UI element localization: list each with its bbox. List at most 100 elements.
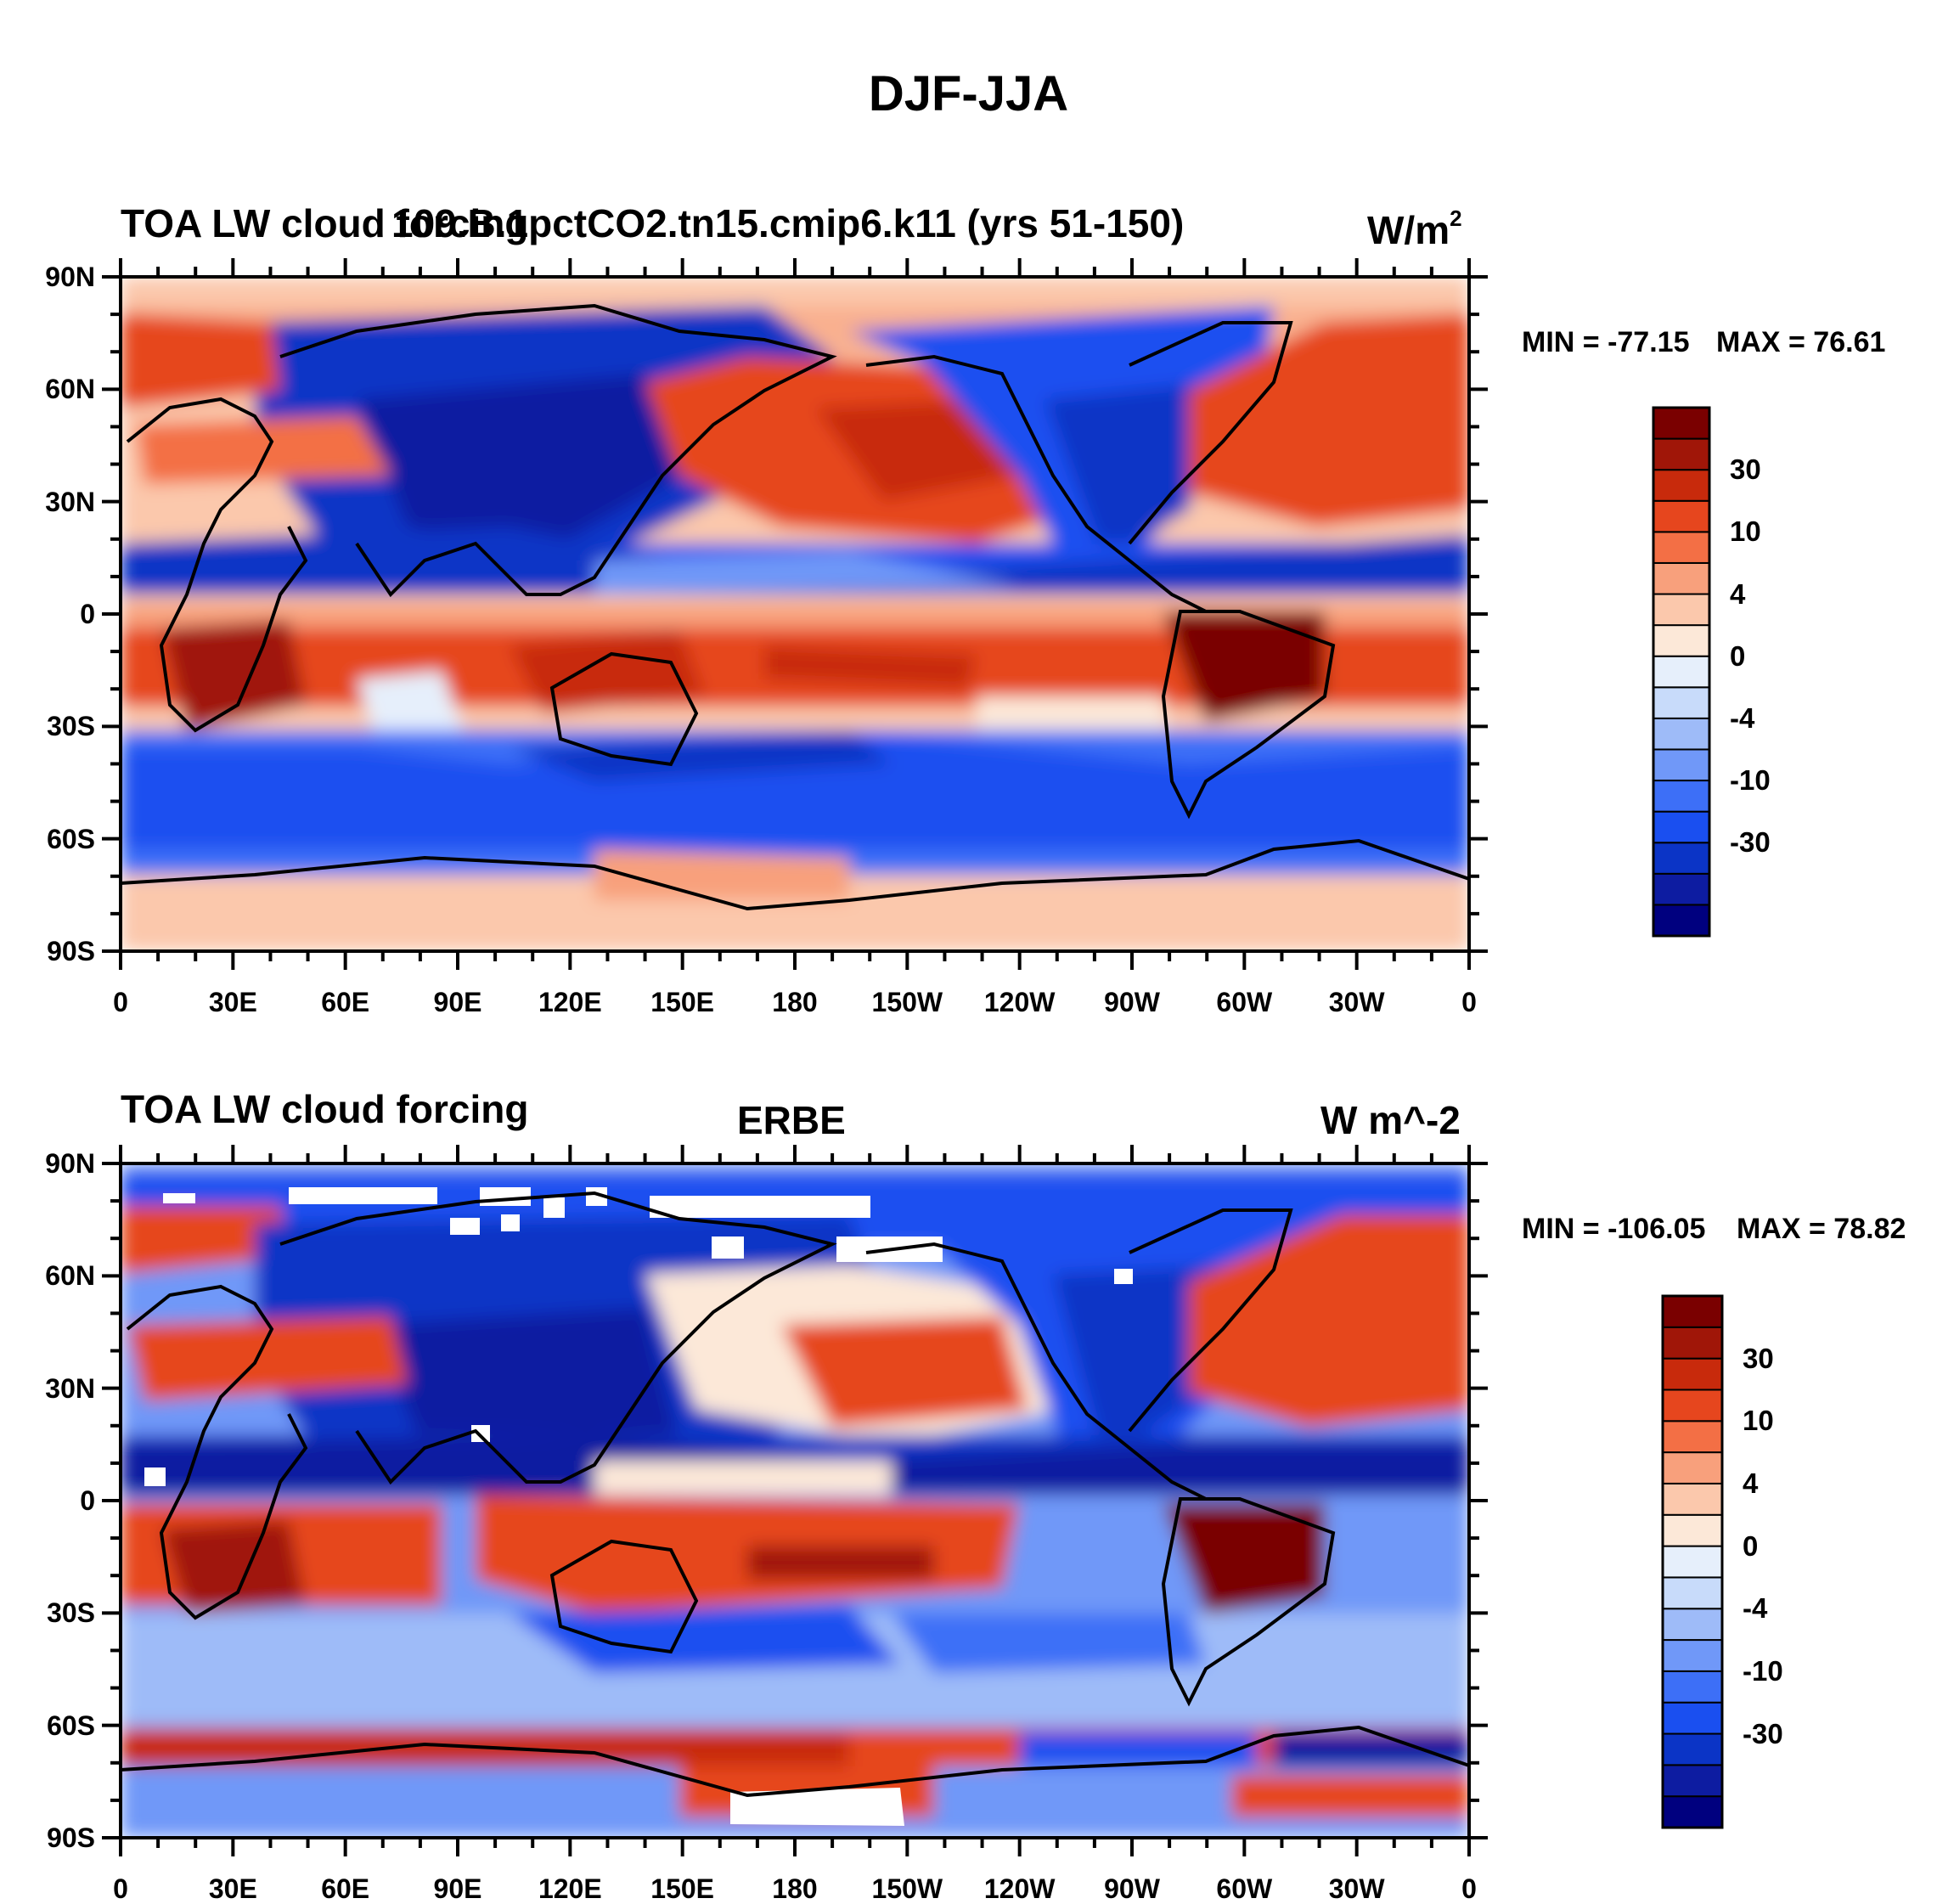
lon-tick-label: 150W bbox=[871, 987, 943, 1017]
colorbar-swatch bbox=[1662, 1357, 1723, 1391]
colorbar-label: 4 bbox=[1730, 577, 1746, 610]
colorbar-swatch bbox=[1662, 1295, 1723, 1328]
colorbar-label: 30 bbox=[1730, 453, 1761, 486]
colorbar-swatch bbox=[1653, 624, 1710, 657]
panel1-coastlines bbox=[121, 303, 1469, 911]
lon-tick-label: 150W bbox=[871, 1873, 943, 1904]
colorbar-swatch bbox=[1662, 1764, 1723, 1798]
lon-tick-label: 30W bbox=[1328, 1873, 1385, 1904]
panel1-units-exponent: 2 bbox=[1450, 206, 1462, 231]
colorbar-swatch bbox=[1662, 1545, 1723, 1579]
colorbar-label: -30 bbox=[1743, 1717, 1783, 1749]
colorbar-frame bbox=[1661, 1294, 1724, 1829]
colorbar-swatch bbox=[1653, 499, 1710, 533]
colorbar-swatch bbox=[1662, 1795, 1723, 1829]
panel2-coastlines bbox=[121, 1191, 1469, 1798]
lat-tick-label: 90S bbox=[47, 1822, 95, 1853]
lat-tick-label: 90N bbox=[45, 1148, 95, 1179]
lon-tick-label: 120E bbox=[538, 987, 602, 1017]
lat-tick-label: 30N bbox=[45, 486, 95, 517]
colorbar-frame bbox=[1652, 406, 1711, 938]
colorbar-label: -10 bbox=[1743, 1654, 1783, 1687]
colorbar-swatch bbox=[1662, 1513, 1723, 1547]
lon-tick-label: 30W bbox=[1328, 987, 1385, 1017]
colorbar-label: -4 bbox=[1743, 1592, 1768, 1625]
colorbar-swatch bbox=[1662, 1608, 1723, 1642]
panel1-max-label: MAX = 76.61 bbox=[1716, 326, 1886, 358]
colorbar-swatch bbox=[1662, 1732, 1723, 1766]
lat-tick-label: 30S bbox=[47, 711, 95, 742]
panel2-units: W m^-2 bbox=[1320, 1098, 1461, 1142]
colorbar-swatch bbox=[1653, 717, 1710, 751]
lon-tick-label: 60W bbox=[1216, 1873, 1273, 1904]
panel2-ticks bbox=[102, 1145, 1488, 1856]
panel2-center-title: ERBE bbox=[737, 1098, 846, 1142]
lat-tick-label: 60N bbox=[45, 374, 95, 405]
colorbar-swatch bbox=[1653, 904, 1710, 937]
colorbar-swatch bbox=[1653, 780, 1710, 813]
colorbar-swatch bbox=[1653, 872, 1710, 906]
colorbar-label: 10 bbox=[1730, 515, 1761, 548]
lon-tick-label: 180 bbox=[772, 987, 818, 1017]
lat-tick-label: 90S bbox=[47, 936, 95, 966]
colorbar-label: -10 bbox=[1730, 764, 1771, 797]
lon-tick-label: 30E bbox=[208, 1873, 257, 1904]
colorbar-swatch bbox=[1662, 1701, 1723, 1735]
lat-tick-label: 0 bbox=[80, 599, 95, 629]
colorbar-swatch bbox=[1653, 437, 1710, 471]
panel1-ticks bbox=[102, 258, 1488, 970]
colorbar-swatch bbox=[1662, 1639, 1723, 1672]
colorbar-swatch bbox=[1662, 1326, 1723, 1360]
lon-tick-label: 120E bbox=[538, 1873, 602, 1904]
colorbar-swatch bbox=[1653, 407, 1710, 440]
panel1-contour-field bbox=[121, 277, 1469, 951]
panel1-units-text: W/m bbox=[1367, 208, 1450, 252]
lat-tick-label: 90N bbox=[45, 262, 95, 292]
lat-tick-label: 60N bbox=[45, 1260, 95, 1292]
colorbar-swatch bbox=[1662, 1451, 1723, 1484]
lon-tick-label: 90W bbox=[1104, 987, 1160, 1017]
panel1-units: W/m2 bbox=[1367, 207, 1462, 252]
lon-tick-label: 0 bbox=[113, 987, 128, 1017]
colorbar-swatch bbox=[1653, 469, 1710, 502]
panel1-min-label: MIN = -77.15 bbox=[1522, 326, 1690, 358]
lon-tick-label: 60E bbox=[321, 1873, 370, 1904]
colorbar-label: 4 bbox=[1743, 1467, 1759, 1499]
lon-tick-label: 150E bbox=[650, 1873, 715, 1904]
colorbar-label: -4 bbox=[1730, 701, 1755, 734]
panel2-max-label: MAX = 78.82 bbox=[1737, 1213, 1906, 1245]
lon-tick-label: 0 bbox=[1461, 1873, 1477, 1904]
lon-tick-label: 0 bbox=[113, 1873, 128, 1904]
colorbar-swatch bbox=[1653, 748, 1710, 782]
colorbar-swatch bbox=[1653, 655, 1710, 689]
panel1-colorbar bbox=[1652, 406, 1711, 938]
colorbar-swatch bbox=[1653, 686, 1710, 719]
colorbar-swatch bbox=[1662, 1576, 1723, 1610]
colorbar-swatch bbox=[1653, 842, 1710, 875]
lat-tick-label: 30N bbox=[45, 1372, 95, 1404]
colorbar-swatch bbox=[1662, 1482, 1723, 1516]
panel2-missing-data bbox=[144, 1187, 1133, 1826]
lon-tick-label: 150E bbox=[650, 987, 715, 1017]
lon-tick-label: 120W bbox=[983, 987, 1056, 1017]
lat-tick-label: 60S bbox=[47, 823, 95, 854]
panel1-left-title: TOA LW cloud forcing bbox=[121, 201, 529, 245]
lon-tick-label: 180 bbox=[772, 1873, 818, 1904]
colorbar-swatch bbox=[1662, 1389, 1723, 1422]
lon-tick-label: 90W bbox=[1104, 1873, 1160, 1904]
lon-tick-label: 60W bbox=[1216, 987, 1273, 1017]
panel2-left-title: TOA LW cloud forcing bbox=[121, 1087, 529, 1131]
lon-tick-label: 0 bbox=[1461, 987, 1477, 1017]
lon-tick-label: 90E bbox=[433, 987, 482, 1017]
colorbar-label: 0 bbox=[1743, 1529, 1759, 1562]
panel1-map bbox=[102, 258, 1488, 970]
colorbar-label: 0 bbox=[1730, 639, 1746, 672]
colorbar-swatch bbox=[1653, 593, 1710, 627]
colorbar-swatch bbox=[1662, 1420, 1723, 1454]
colorbar-label: 30 bbox=[1743, 1342, 1774, 1374]
colorbar-label: -30 bbox=[1730, 826, 1771, 859]
colorbar-swatch bbox=[1653, 561, 1710, 595]
figure-title: DJF-JJA bbox=[868, 66, 1069, 121]
panel1-center-title: 109.B.1pctCO2.tn15.cmip6.k11 (yrs 51-150… bbox=[391, 201, 1185, 245]
